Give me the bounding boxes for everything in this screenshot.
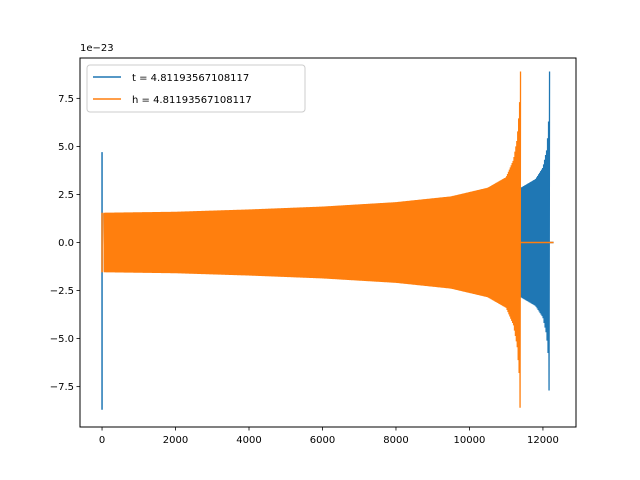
- y-tick-label: 5.0: [58, 142, 74, 153]
- y-tick-label: 2.5: [58, 190, 74, 201]
- x-tick-label: 6000: [310, 435, 335, 446]
- legend-label: h = 4.81193567108117: [132, 95, 252, 106]
- legend: t = 4.81193567108117 h = 4.81193567108117: [86, 64, 306, 113]
- legend-label: t = 4.81193567108117: [132, 73, 249, 84]
- legend-box: [86, 64, 306, 113]
- y-tick-label: −7.5: [50, 382, 74, 393]
- y-offset-label: 1e−23: [80, 43, 114, 54]
- y-tick-label: 0.0: [58, 238, 74, 249]
- x-tick-label: 8000: [383, 435, 408, 446]
- y-tick-label: −2.5: [50, 286, 74, 297]
- y-axis: −7.5 −5.0 −2.5 0.0 2.5 5.0 7.5: [50, 94, 80, 393]
- x-tick-label: 12000: [527, 435, 559, 446]
- x-tick-label: 4000: [236, 435, 261, 446]
- y-tick-label: 7.5: [58, 94, 74, 105]
- series-layer: [101, 71, 554, 410]
- y-tick-label: −5.0: [50, 334, 74, 345]
- series-2: [101, 71, 554, 408]
- x-tick-label: 2000: [163, 435, 188, 446]
- series-2-waveform: [103, 71, 522, 408]
- x-tick-label: 0: [99, 435, 105, 446]
- x-tick-label: 10000: [454, 435, 486, 446]
- x-axis: 0 2000 4000 6000 8000 10000 12000: [99, 427, 559, 446]
